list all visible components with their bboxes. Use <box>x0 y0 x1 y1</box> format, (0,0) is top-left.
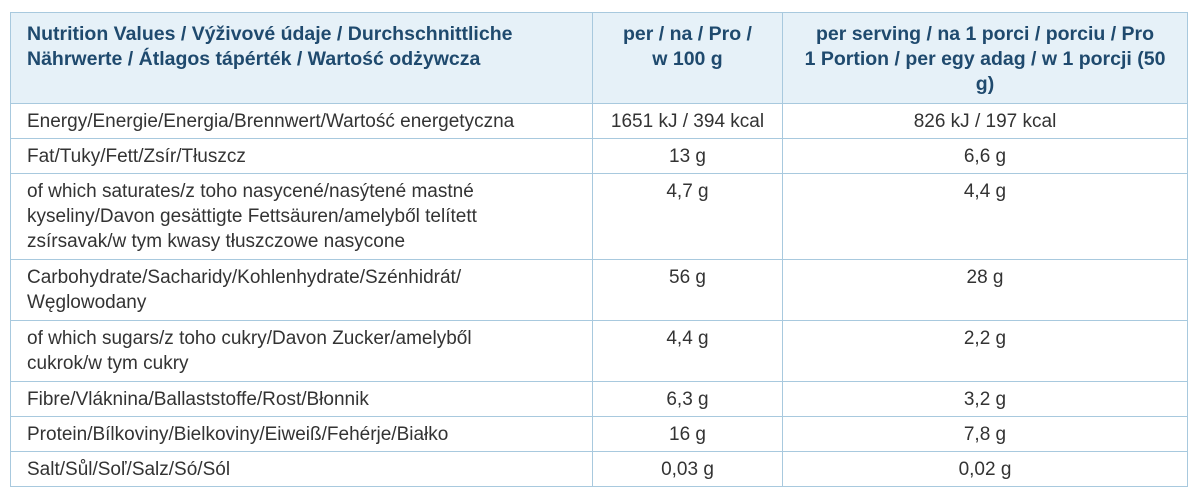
value-per-100g: 56 g <box>592 259 783 321</box>
row-label: Salt/Sůl/Soľ/Salz/Só/Sól <box>10 451 593 487</box>
table-body: Energy/Energie/Energia/Brennwert/Wartość… <box>10 103 1188 487</box>
row-label-line: kyseliny/Davon gesättigte Fettsäuren/ame… <box>27 206 477 227</box>
row-label-line: Energy/Energie/Energia/Brennwert/Wartość… <box>27 111 515 132</box>
row-label: of which sugars/z toho cukry/Davon Zucke… <box>10 320 593 382</box>
table-row-fibre: Fibre/Vláknina/Ballaststoffe/Rost/Błonni… <box>10 381 1188 417</box>
table-header: Nutrition Values / Výživové údaje / Durc… <box>10 12 1188 104</box>
row-label-line: cukrok/w tym cukry <box>27 353 189 374</box>
row-label-line: Węglowodany <box>27 292 147 313</box>
row-label-line: of which saturates/z toho nasycené/nasýt… <box>27 181 474 202</box>
nutrition-table: Nutrition Values / Výživové údaje / Durc… <box>10 12 1188 487</box>
value-per-100g: 6,3 g <box>592 381 783 417</box>
header-serving-line: per serving / na 1 porci / porciu / Pro <box>815 23 1155 45</box>
value-per-serving: 6,6 g <box>782 138 1188 174</box>
table-row-saturates: of which saturates/z toho nasycené/nasýt… <box>10 173 1188 260</box>
row-label-line: Salt/Sůl/Soľ/Salz/Só/Sól <box>27 459 231 480</box>
header-per100-line: per / na / Pro / <box>623 23 752 45</box>
row-label-line: Fibre/Vláknina/Ballaststoffe/Rost/Błonni… <box>27 389 369 410</box>
value-per-100g: 4,7 g <box>592 173 783 260</box>
row-label: of which saturates/z toho nasycené/nasýt… <box>10 173 593 260</box>
value-per-100g: 4,4 g <box>592 320 783 382</box>
value-per-serving: 7,8 g <box>782 416 1188 452</box>
header-name-line: Nährwerte / Átlagos tápérték / Wartość o… <box>27 48 481 70</box>
value-per-100g: 1651 kJ / 394 kcal <box>592 103 783 139</box>
row-label: Protein/Bílkoviny/Bielkoviny/Eiweiß/Fehé… <box>10 416 593 452</box>
value-per-100g: 16 g <box>592 416 783 452</box>
header-per100-line: w 100 g <box>652 48 723 70</box>
table-row-sugars: of which sugars/z toho cukry/Davon Zucke… <box>10 320 1188 382</box>
row-label: Fibre/Vláknina/Ballaststoffe/Rost/Błonni… <box>10 381 593 417</box>
value-per-100g: 13 g <box>592 138 783 174</box>
row-label: Fat/Tuky/Fett/Zsír/Tłuszcz <box>10 138 593 174</box>
row-label-line: Protein/Bílkoviny/Bielkoviny/Eiweiß/Fehé… <box>27 424 449 445</box>
nutrition-table-wrapper: Nutrition Values / Výživové údaje / Durc… <box>10 12 1188 487</box>
table-row-fat: Fat/Tuky/Fett/Zsír/Tłuszcz 13 g 6,6 g <box>10 138 1188 174</box>
header-nutrition-values: Nutrition Values / Výživové údaje / Durc… <box>10 12 593 104</box>
value-per-serving: 2,2 g <box>782 320 1188 382</box>
row-label-line: Carbohydrate/Sacharidy/Kohlenhydrate/Szé… <box>27 267 462 288</box>
row-label-line: of which sugars/z toho cukry/Davon Zucke… <box>27 328 472 349</box>
table-row-salt: Salt/Sůl/Soľ/Salz/Só/Sól 0,03 g 0,02 g <box>10 451 1188 487</box>
value-per-serving: 28 g <box>782 259 1188 321</box>
header-per-serving: per serving / na 1 porci / porciu / Pro … <box>782 12 1188 104</box>
header-name-line: Nutrition Values / Výživové údaje / Durc… <box>27 23 513 45</box>
table-row-energy: Energy/Energie/Energia/Brennwert/Wartość… <box>10 103 1188 139</box>
value-per-serving: 0,02 g <box>782 451 1188 487</box>
row-label: Carbohydrate/Sacharidy/Kohlenhydrate/Szé… <box>10 259 593 321</box>
header-serving-line: 1 Portion / per egy adag / w 1 porcji (5… <box>804 48 1166 95</box>
value-per-serving: 4,4 g <box>782 173 1188 260</box>
value-per-100g: 0,03 g <box>592 451 783 487</box>
row-label-line: zsírsavak/w tym kwasy tłuszczowe nasycon… <box>27 231 406 252</box>
table-row-protein: Protein/Bílkoviny/Bielkoviny/Eiweiß/Fehé… <box>10 416 1188 452</box>
value-per-serving: 3,2 g <box>782 381 1188 417</box>
row-label-line: Fat/Tuky/Fett/Zsír/Tłuszcz <box>27 146 246 167</box>
header-per-100g: per / na / Pro / w 100 g <box>592 12 783 104</box>
header-row: Nutrition Values / Výživové údaje / Durc… <box>10 12 1188 104</box>
value-per-serving: 826 kJ / 197 kcal <box>782 103 1188 139</box>
table-row-carbohydrate: Carbohydrate/Sacharidy/Kohlenhydrate/Szé… <box>10 259 1188 321</box>
row-label: Energy/Energie/Energia/Brennwert/Wartość… <box>10 103 593 139</box>
